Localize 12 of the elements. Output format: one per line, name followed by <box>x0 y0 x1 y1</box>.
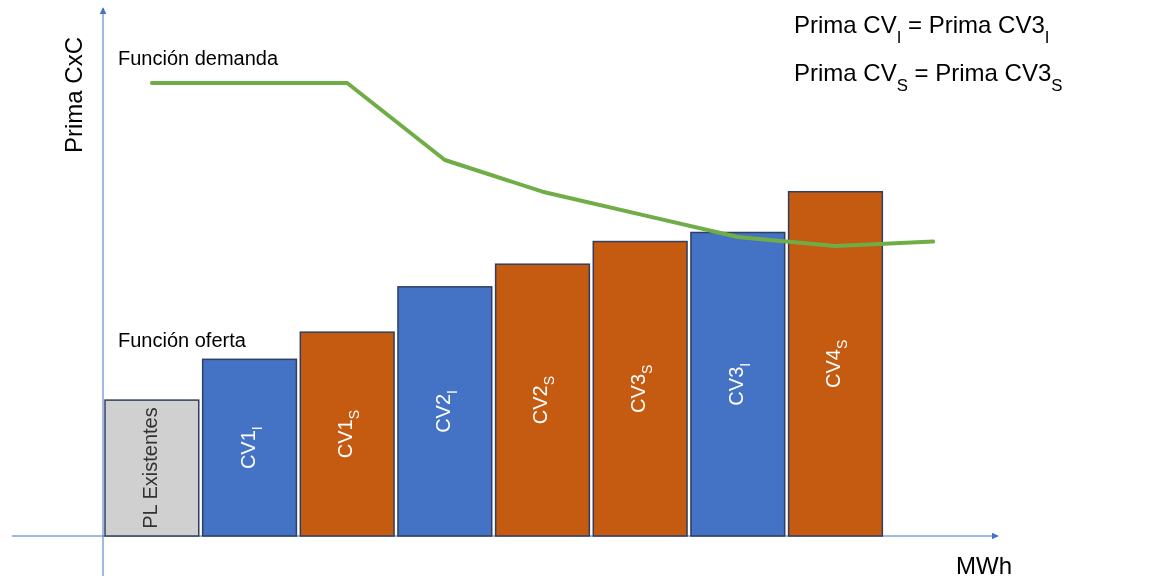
text: Prima CV$_{I}$ = Prima CV3$_{I}$ <box>794 11 1050 47</box>
series-label: Función oferta <box>118 329 247 352</box>
bar <box>787 190 884 537</box>
y-axis-title: Prima CxC <box>60 36 87 154</box>
x-tick-label: PL Existentes <box>139 407 162 529</box>
bar <box>299 331 395 537</box>
annotation: Prima CV$_{S}$ = Prima CV3$_{S}$ <box>794 59 1063 95</box>
bar <box>494 263 591 537</box>
bar <box>592 240 688 537</box>
series-label: Función demanda <box>118 47 279 69</box>
bar <box>104 399 200 537</box>
x-axis-title: MWh <box>956 552 1012 579</box>
